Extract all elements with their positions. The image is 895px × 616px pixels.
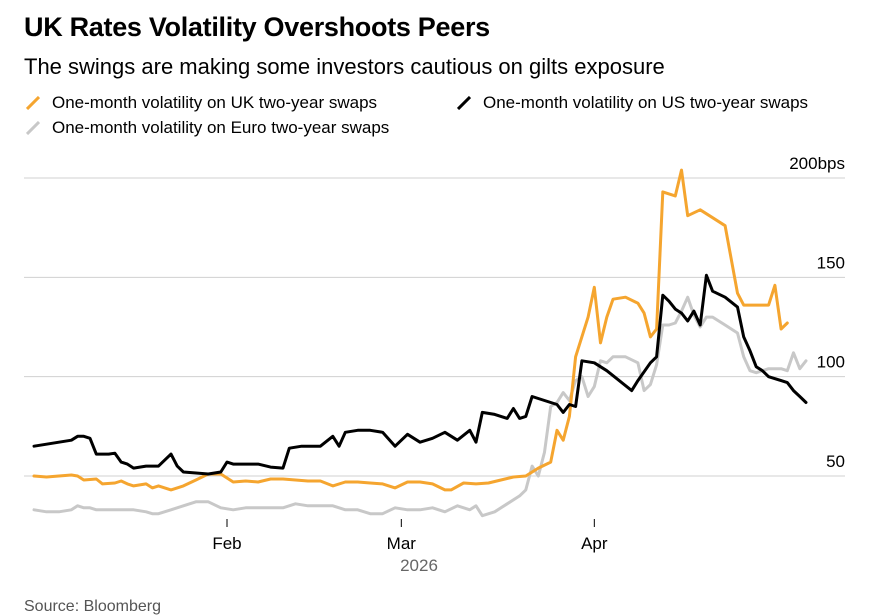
legend-label-us: One-month volatility on US two-year swap… <box>483 93 809 112</box>
y-tick-label-200: 200bps <box>789 154 845 173</box>
series-line-uk <box>32 168 789 492</box>
legend-entry-euro: One-month volatility on Euro two-year sw… <box>26 118 389 138</box>
x-tick-label-apr: Apr <box>581 534 608 553</box>
legend-entry-us: One-month volatility on US two-year swap… <box>457 93 808 113</box>
legend-swatch-uk-icon <box>26 96 40 110</box>
legend-label-euro: One-month volatility on Euro two-year sw… <box>52 118 390 137</box>
legend-entry-uk: One-month volatility on UK two-year swap… <box>26 93 377 113</box>
legend-swatch-us-icon <box>457 96 471 110</box>
series-line-euro <box>32 295 808 518</box>
y-tick-label-150: 150 <box>817 253 845 272</box>
legend-swatch-euro-icon <box>26 121 40 135</box>
y-tick-label-100: 100 <box>817 353 845 372</box>
source-note: Source: Bloomberg <box>24 598 161 615</box>
y-tick-label-50: 50 <box>826 452 845 471</box>
x-year-label: 2026 <box>400 556 438 575</box>
x-tick-label-feb: Feb <box>212 534 241 553</box>
chart-title: UK Rates Volatility Overshoots Peers <box>24 12 490 42</box>
x-tick-label-mar: Mar <box>387 534 417 553</box>
legend-label-uk: One-month volatility on UK two-year swap… <box>52 93 378 112</box>
chart-subtitle: The swings are making some investors cau… <box>24 54 665 79</box>
series-line-us <box>32 273 808 476</box>
